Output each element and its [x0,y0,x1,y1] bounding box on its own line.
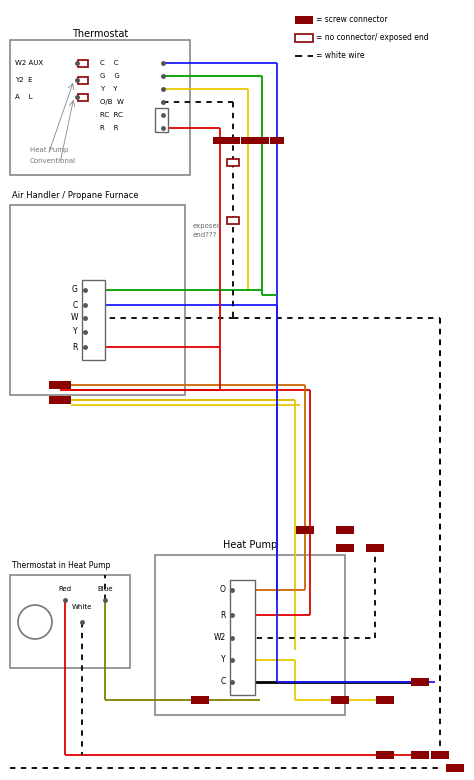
Bar [336,526,354,534]
Text: = white wire: = white wire [316,51,365,61]
Bar [155,555,345,715]
Text: R: R [73,342,78,352]
Text: G    G: G G [100,73,120,79]
Text: Y: Y [73,328,78,336]
Bar [376,751,394,759]
Bar [296,526,314,534]
Text: Heat Pump: Heat Pump [30,147,68,153]
Bar [366,544,384,552]
Bar [10,205,185,395]
Bar [49,396,71,404]
Text: A    L: A L [15,94,33,100]
Bar [213,136,227,144]
Text: Thermostat: Thermostat [72,29,128,39]
Text: Thermostat in Heat Pump: Thermostat in Heat Pump [12,561,110,570]
Text: Red: Red [58,586,72,592]
Bar [295,34,313,42]
Text: = no connector/ exposed end: = no connector/ exposed end [316,34,428,42]
Text: RC  RC: RC RC [100,112,123,118]
Bar [155,108,168,132]
Text: Heat Pump: Heat Pump [223,540,277,550]
Text: end???: end??? [193,232,218,238]
Bar [336,544,354,552]
Bar [10,575,130,668]
Text: Blue: Blue [97,586,113,592]
Bar [227,217,239,224]
Bar [241,136,255,144]
Bar [295,16,313,24]
Bar [331,696,349,704]
Bar [446,764,464,772]
Bar [411,751,429,759]
Circle shape [18,605,52,639]
Text: Conventional: Conventional [30,158,76,164]
Text: W2 AUX: W2 AUX [15,60,43,66]
Bar [78,76,88,83]
Text: Y    Y: Y Y [100,86,118,92]
Bar [376,696,394,704]
Text: C    C: C C [100,60,118,66]
Bar [411,678,429,686]
Text: C: C [221,678,226,686]
Text: = screw connector: = screw connector [316,16,388,24]
Bar [230,580,255,695]
Bar [82,280,105,360]
Text: O/B  W: O/B W [100,99,124,105]
Text: exposed: exposed [193,223,222,229]
Bar [227,158,239,165]
Bar [78,94,88,101]
Bar [270,136,284,144]
Text: White: White [72,604,92,610]
Text: O: O [220,586,226,594]
Text: R    R: R R [100,125,118,131]
Bar [78,59,88,66]
Bar [255,136,269,144]
Text: W: W [71,314,78,322]
Text: Air Handler / Propane Furnace: Air Handler / Propane Furnace [12,191,138,200]
Text: G: G [72,285,78,295]
Bar [226,136,240,144]
Text: W2: W2 [214,633,226,643]
Text: R: R [220,611,226,619]
Bar [191,696,209,704]
Text: Y: Y [221,655,226,665]
Text: C: C [73,300,78,310]
Bar [49,396,71,404]
Bar [10,40,190,175]
Bar [431,751,449,759]
Bar [49,381,71,389]
Text: Y2  E: Y2 E [15,77,33,83]
